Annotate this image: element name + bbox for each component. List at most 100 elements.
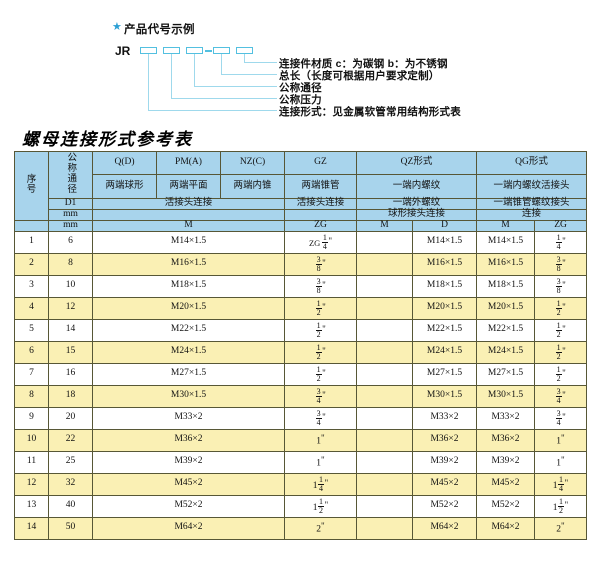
cell-qg-m: M33×2 — [476, 406, 536, 430]
cell-qg-zg: 1 2 " — [534, 296, 588, 320]
cell-qz-m — [356, 230, 413, 254]
cell-thread-m: M22×1.5 — [92, 318, 285, 342]
cell-qz-m — [356, 340, 413, 364]
cell-qz-d: M52×2 — [411, 494, 478, 518]
cell-gz-zg: 3 4 " — [284, 384, 357, 408]
header-unit-qg-m: M — [476, 219, 536, 232]
table-row: 9 20 M33×2 3 4 " M33×2 M33×2 3 4 " — [14, 406, 588, 430]
cell-qg-m: M20×1.5 — [476, 296, 536, 320]
product-code-diagram: ★ 产品代号示例 JR 连接件材质 c：为碳钢 b：为不锈钢 总长（长度可根据用… — [0, 0, 600, 128]
leader-line-length-v — [221, 54, 223, 75]
cell-seq: 1 — [14, 230, 49, 254]
cell-gz-zg: 1 2 " — [284, 362, 357, 386]
header-group-connect-0: 活接头连接 — [92, 197, 285, 210]
cell-qz-d: M30×1.5 — [411, 384, 478, 408]
cell-nominal-bore: 16 — [48, 362, 93, 386]
table-row: 2 8 M16×1.5 3 8 " M16×1.5 M16×1.5 3 8 " — [14, 252, 588, 276]
header-d1: D1 — [48, 197, 93, 210]
cell-qg-zg: 2" — [534, 516, 588, 540]
cell-seq: 14 — [14, 516, 49, 540]
cell-qg-m: M22×1.5 — [476, 318, 536, 342]
callout-label-material: 连接件材质 c：为碳钢 b：为不锈钢 — [279, 58, 448, 70]
code-box-2 — [163, 47, 180, 54]
header-seq: 序 号 — [14, 151, 49, 221]
table-body: 1 6 M14×1.5 ZG 1 4 " M14×1.5 M14×1.5 1 4 " 2 8 M16×1.5… — [14, 230, 588, 540]
cell-qg-zg: 3 8 " — [534, 252, 588, 276]
cell-qg-m: M52×2 — [476, 494, 536, 518]
table-row: 13 40 M52×2 1 1 2 " M52×2 M52×2 1 1 2 " — [14, 494, 588, 518]
cell-thread-m: M64×2 — [92, 516, 285, 540]
leader-line-conntype-h — [148, 110, 277, 112]
cell-seq: 11 — [14, 450, 49, 474]
code-box-4 — [213, 47, 230, 54]
cell-seq: 9 — [14, 406, 49, 430]
cell-qz-m — [356, 384, 413, 408]
leader-line-bore-v — [194, 54, 196, 87]
cell-qg-zg: 3 4 " — [534, 384, 588, 408]
cell-qg-zg: 1" — [534, 450, 588, 474]
header-sub-blank-gz — [284, 208, 357, 221]
header-group-code-2: NZ(C) — [220, 150, 285, 176]
header-group-type-1: 两端平面 — [156, 174, 221, 199]
leader-line-bore-h — [194, 86, 277, 88]
table-row: 8 18 M30×1.5 3 4 " M30×1.5 M30×1.5 3 4 " — [14, 384, 588, 408]
cell-nominal-bore: 32 — [48, 472, 93, 496]
cell-qz-m — [356, 450, 413, 474]
cell-qg-zg: 1 2 " — [534, 318, 588, 342]
cell-qz-d: M36×2 — [411, 428, 478, 452]
cell-qz-m — [356, 318, 413, 342]
cell-qg-zg: 3 8 " — [534, 274, 588, 298]
header-group-sub-5: 连接 — [476, 208, 588, 221]
cell-thread-m: M24×1.5 — [92, 340, 285, 364]
cell-gz-zg: 2" — [284, 516, 357, 540]
cell-qg-m: M30×1.5 — [476, 384, 536, 408]
cell-thread-m: M39×2 — [92, 450, 285, 474]
header-group-type-4: 一端内螺纹 — [355, 174, 478, 199]
table-row: 11 25 M39×2 1" M39×2 M39×2 1" — [14, 450, 588, 474]
header-group-connect-5: 一端锥管螺纹接头 — [476, 197, 588, 210]
cell-nominal-bore: 12 — [48, 296, 93, 320]
cell-qz-m — [356, 428, 413, 452]
table-row: 14 50 M64×2 2" M64×2 M64×2 2" — [14, 516, 588, 540]
cell-seq: 12 — [14, 472, 49, 496]
star-icon: ★ — [112, 21, 122, 33]
leader-line-material-h — [244, 62, 277, 64]
cell-qz-m — [356, 516, 413, 540]
header-unit-qz-m: M — [356, 219, 413, 232]
header-group-type-2: 两端内锥 — [220, 174, 285, 199]
header-group-code-4: QZ形式 — [355, 150, 478, 176]
cell-gz-zg: 3 4 " — [284, 406, 357, 430]
header-unit-qg-zg: ZG — [534, 219, 588, 232]
code-diagram-heading: 产品代号示例 — [124, 24, 195, 36]
cell-qg-m: M18×1.5 — [476, 274, 536, 298]
cell-qg-zg: 1 1 2 " — [534, 494, 588, 518]
code-separator-dash — [205, 50, 212, 52]
cell-seq: 4 — [14, 296, 49, 320]
cell-gz-zg: 1 2 " — [284, 296, 357, 320]
header-group-code-0: Q(D) — [92, 150, 157, 176]
table-header: 序 号 公称通径 Q(D) PM(A) NZ(C) GZ QZ形式 QG形式 两… — [14, 150, 588, 232]
cell-nominal-bore: 20 — [48, 406, 93, 430]
table-row: 6 15 M24×1.5 1 2 " M24×1.5 M24×1.5 1 2 " — [14, 340, 588, 364]
cell-nominal-bore: 6 — [48, 230, 93, 254]
cell-seq: 5 — [14, 318, 49, 342]
header-row-units: mm M ZG M D M ZG — [14, 219, 588, 232]
header-group-connect-3: 活接头连接 — [284, 197, 357, 210]
cell-thread-m: M16×1.5 — [92, 252, 285, 276]
table-row: 3 10 M18×1.5 3 8 " M18×1.5 M18×1.5 3 8 " — [14, 274, 588, 298]
cell-qz-m — [356, 252, 413, 276]
cell-qg-zg: 3 4 " — [534, 406, 588, 430]
callout-label-bore: 公称通径 — [279, 82, 322, 94]
cell-seq: 7 — [14, 362, 49, 386]
cell-nominal-bore: 25 — [48, 450, 93, 474]
cell-gz-zg: 1" — [284, 450, 357, 474]
table-row: 4 12 M20×1.5 1 2 " M20×1.5 M20×1.5 1 2 " — [14, 296, 588, 320]
header-unit-mm: mm — [48, 219, 93, 232]
cell-qz-m — [356, 472, 413, 496]
cell-thread-m: M30×1.5 — [92, 384, 285, 408]
cell-gz-zg: 1" — [284, 428, 357, 452]
cell-seq: 10 — [14, 428, 49, 452]
cell-qz-m — [356, 494, 413, 518]
header-unit-gz-zg: ZG — [284, 219, 357, 232]
header-mm: mm — [48, 208, 93, 221]
